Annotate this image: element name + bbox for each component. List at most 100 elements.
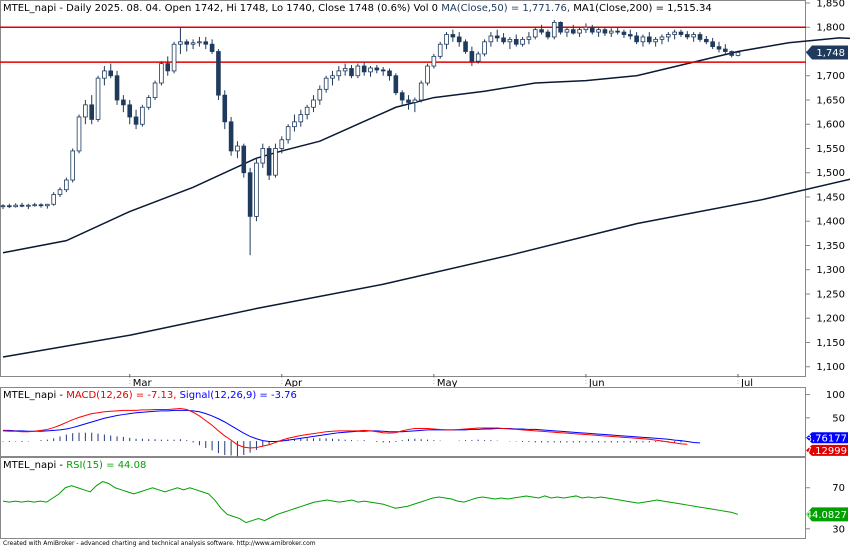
- candle-body: [349, 68, 354, 77]
- price-y-tick-label: 1,300: [816, 265, 845, 276]
- ma200-line: [2, 178, 850, 358]
- candle-body: [45, 203, 50, 207]
- rsi-title-prefix: MTEL_napi -: [3, 460, 66, 471]
- candle-body: [190, 42, 196, 45]
- macd-tag-bg: [806, 432, 848, 444]
- macd-y-axis: 100 50: [806, 390, 845, 424]
- x-tick-label: Jun: [588, 378, 605, 389]
- candle-body: [659, 36, 665, 40]
- price-pane: 1,8501,8001,7501,7001,6501,6001,5501,500…: [0, 0, 850, 389]
- candle-body: [545, 31, 551, 38]
- macd-tags: -3.76177 -7.12999: [802, 432, 848, 457]
- candle-body: [425, 65, 430, 84]
- resistance-lines: [0, 26, 806, 63]
- price-title-ma200: MA1(Close,200) = 1,515.34: [573, 3, 711, 14]
- candle-body: [57, 189, 63, 195]
- price-y-axis: 1,8501,8001,7501,7001,6501,6001,5501,500…: [806, 0, 845, 373]
- candle-body: [254, 162, 259, 217]
- candle-body: [70, 150, 75, 181]
- candle-body: [323, 77, 329, 90]
- candle-body: [608, 30, 614, 34]
- rsi-y-tick-label: 70: [832, 483, 845, 494]
- candle-body: [532, 29, 538, 38]
- rsi-title: MTEL_napi - RSI(15) = 44.08: [3, 460, 146, 471]
- candle-body: [596, 29, 601, 33]
- price-title-prefix: MTEL_napi - Daily 2025. 08. 04. Open 174…: [3, 3, 441, 14]
- candle-body: [13, 204, 18, 208]
- macd-title-signal: Signal(12,26,9) = -3.76: [180, 390, 297, 401]
- candle-body: [412, 99, 418, 103]
- candle-body: [418, 82, 424, 101]
- macd-line: [2, 408, 688, 449]
- candle-body: [570, 29, 576, 34]
- candle-body: [222, 94, 228, 123]
- candle-body: [666, 34, 671, 38]
- candle-body: [627, 34, 633, 37]
- candle-body: [374, 67, 380, 71]
- candle-body: [7, 205, 12, 208]
- candle-body: [241, 145, 247, 174]
- candle-body: [685, 34, 690, 38]
- candle-body: [342, 68, 348, 72]
- candle-body: [95, 77, 101, 120]
- candle-body: [735, 52, 741, 56]
- candle-body: [431, 55, 437, 67]
- price-y-tick-label: 1,100: [816, 362, 845, 373]
- candle-body: [311, 99, 316, 108]
- rsi-tag-label: 44.0827: [806, 510, 847, 521]
- candle-body: [437, 43, 443, 57]
- price-y-tick-label: 1,550: [816, 144, 845, 155]
- candle-body: [38, 204, 44, 207]
- signal-line: [3, 409, 701, 444]
- candle-body: [646, 36, 652, 43]
- price-y-tick-label: 1,650: [816, 95, 845, 106]
- rsi-line: [2, 481, 739, 524]
- candle-body: [653, 38, 658, 43]
- candle-body: [108, 70, 114, 77]
- rsi-pane: 70 30 MTEL_napi - RSI(15) = 44.08 44.0827: [0, 457, 848, 539]
- macd-pane: 100 50 MTEL_napi - MACD(12,26) = -7.13, S…: [0, 387, 848, 457]
- rsi-y-tick-label: 30: [832, 524, 845, 535]
- svg-text:MTEL_napi - Daily 2025. 08. 04: MTEL_napi - Daily 2025. 08. 04. Open 174…: [3, 3, 712, 14]
- x-tick-label: May: [437, 378, 458, 389]
- footer-credit: Created with AmiBroker - advanced charti…: [3, 540, 316, 547]
- candle-body: [102, 70, 107, 79]
- candle-body: [247, 172, 253, 217]
- x-tick-label: Apr: [285, 378, 303, 389]
- price-title: MTEL_napi - Daily 2025. 08. 04. Open 174…: [3, 3, 712, 14]
- price-y-tick-label: 1,150: [816, 338, 845, 349]
- price-y-tick-label: 1,350: [816, 241, 845, 252]
- candle-body: [526, 36, 532, 40]
- candle-body: [697, 34, 703, 40]
- candle-body: [203, 41, 209, 45]
- candle-body: [298, 114, 304, 123]
- candle-body: [589, 26, 595, 33]
- candle-body: [171, 43, 177, 72]
- x-tick-label: Mar: [133, 378, 153, 389]
- candle-body: [51, 194, 56, 205]
- macd-title: MTEL_napi - MACD(12,26) = -7.13, Signal(…: [3, 390, 297, 401]
- candle-body: [76, 116, 82, 152]
- rsi-title-value: RSI(15) = 44.08: [66, 460, 146, 471]
- candle-body: [165, 63, 171, 72]
- candle-body: [716, 46, 722, 50]
- candle-body: [178, 41, 183, 45]
- candle-body: [615, 30, 620, 33]
- candle-body: [469, 51, 475, 62]
- candle-body: [463, 41, 468, 52]
- price-y-tick-label: 1,500: [816, 168, 845, 179]
- rsi-pane-border: [0, 457, 806, 539]
- candle-body: [336, 70, 342, 77]
- candle-body: [317, 88, 323, 101]
- macd-tag-label: -7.12999: [802, 446, 847, 457]
- candle-body: [279, 139, 285, 149]
- candle-body: [127, 104, 133, 118]
- candle-body: [89, 104, 95, 120]
- candle-body: [159, 63, 164, 84]
- candle-body: [19, 204, 25, 207]
- candle-body: [273, 148, 278, 176]
- price-tag-label: 1,748: [816, 48, 845, 59]
- candle-body: [146, 97, 152, 108]
- candle-body: [672, 31, 677, 35]
- candle-body: [678, 31, 684, 35]
